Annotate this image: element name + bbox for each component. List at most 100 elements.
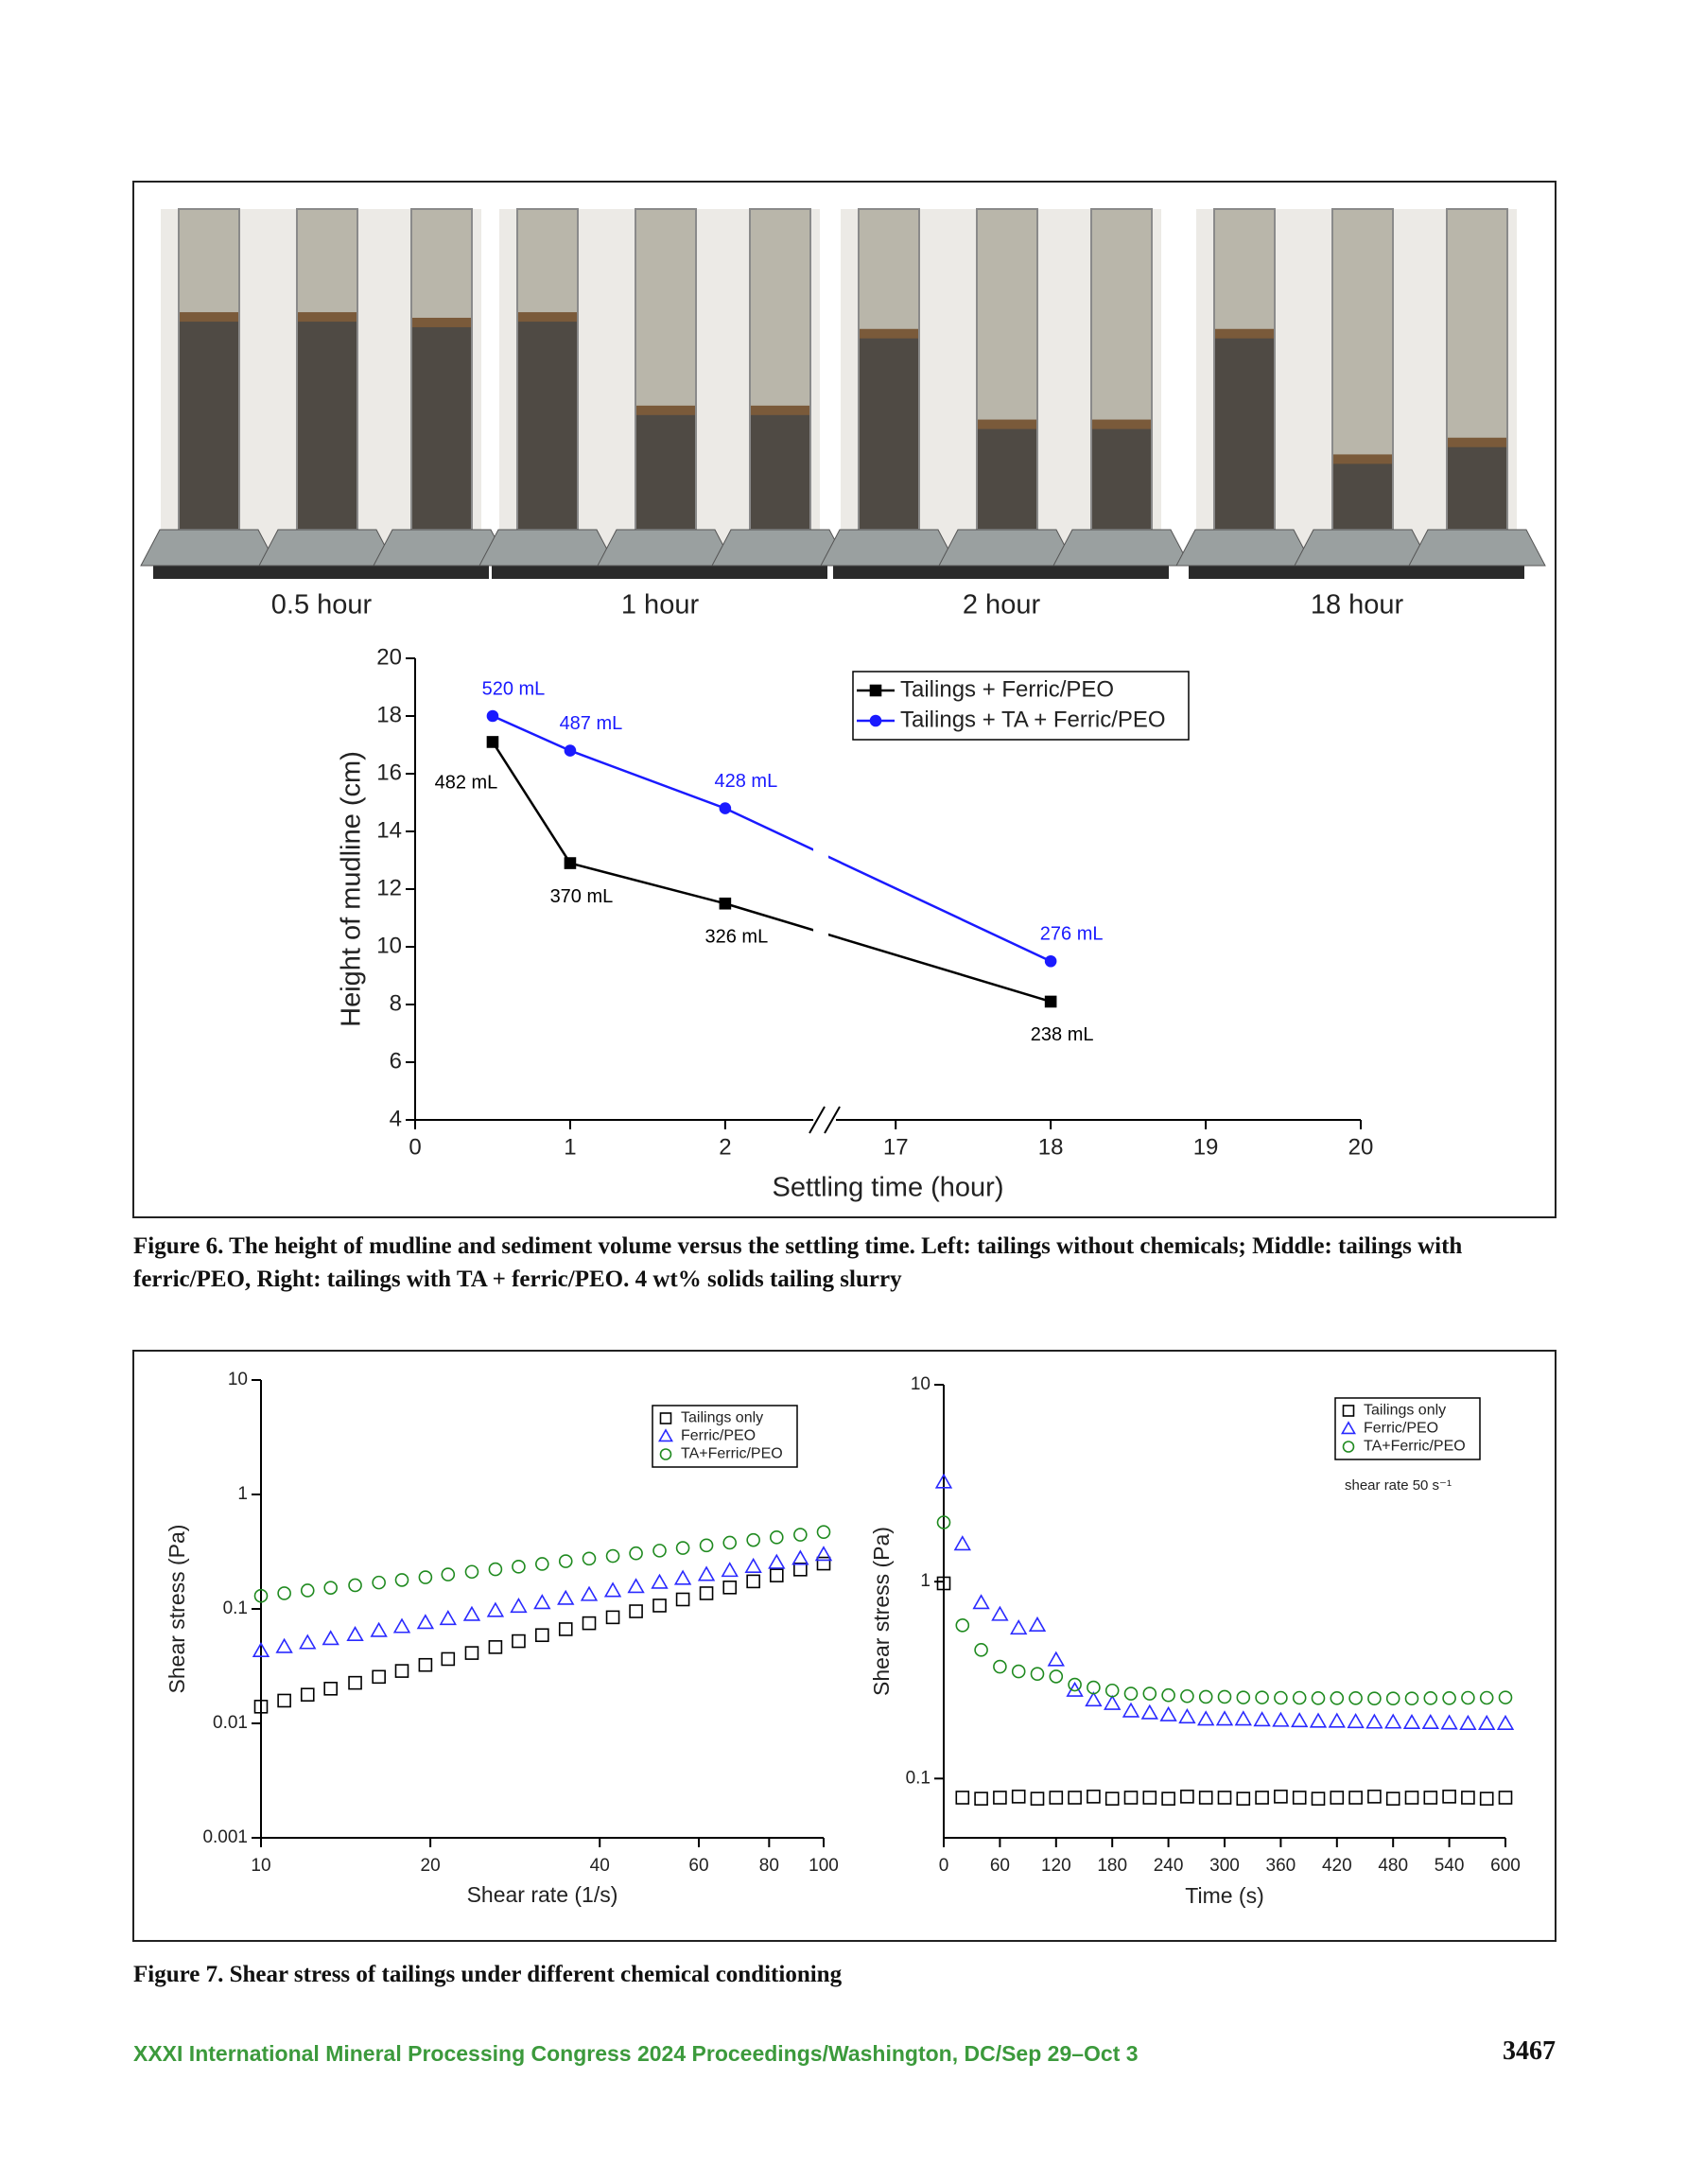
cylinder-mudline <box>517 312 578 323</box>
data-point <box>791 1549 809 1565</box>
x-tick-label: 20 <box>421 1856 441 1876</box>
data-point <box>1030 1791 1045 1806</box>
legend-marker <box>1342 1441 1355 1453</box>
legend-label: Tailings only <box>1364 1403 1446 1419</box>
cylinder-sediment <box>635 411 696 530</box>
data-point <box>488 1640 503 1654</box>
data-point <box>721 1562 739 1578</box>
data-point <box>1385 1791 1400 1806</box>
cylinder-base <box>373 529 511 567</box>
data-point <box>1404 1791 1419 1805</box>
data-point <box>955 1791 970 1805</box>
point-label: 238 mL <box>1031 1024 1094 1045</box>
data-point <box>1011 1790 1026 1804</box>
cylinder-base <box>258 529 396 567</box>
data-point <box>486 736 499 748</box>
cylinder-liquid <box>635 209 696 411</box>
legend-label: Ferric/PEO <box>681 1428 756 1444</box>
data-point <box>348 1675 362 1690</box>
cylinder-mudline <box>1214 328 1275 339</box>
data-point <box>993 1659 1007 1674</box>
data-point <box>953 1535 971 1551</box>
data-point <box>1498 1791 1513 1805</box>
x-tick-label: 300 <box>1209 1856 1240 1876</box>
data-point <box>464 1646 479 1660</box>
data-point <box>1255 1690 1269 1704</box>
y-tick-label: 8 <box>390 990 402 1016</box>
data-point <box>1442 1691 1456 1705</box>
data-point <box>300 1687 315 1702</box>
data-point <box>488 1562 503 1577</box>
data-point <box>1123 1686 1139 1701</box>
data-point <box>936 1515 951 1529</box>
y-axis-label: Shear stress (Pa) <box>869 1527 894 1696</box>
legend-marker <box>869 714 882 727</box>
x-tick-label: 20 <box>1348 1134 1374 1160</box>
data-point <box>746 1532 760 1547</box>
data-point <box>277 1693 291 1708</box>
data-point <box>1459 1714 1477 1730</box>
cylinder-sediment <box>859 334 919 530</box>
data-point <box>464 1564 479 1580</box>
data-point <box>1423 1691 1438 1705</box>
data-point <box>580 1585 599 1601</box>
y-tick-label: 14 <box>376 817 402 843</box>
data-point <box>1384 1713 1402 1729</box>
cylinder-base <box>938 529 1076 567</box>
legend-box <box>852 671 1190 741</box>
data-point <box>816 1525 831 1539</box>
cylinder-base <box>1052 529 1191 567</box>
data-point <box>603 1581 622 1598</box>
data-point <box>1442 1790 1456 1804</box>
data-point <box>1104 1791 1120 1806</box>
data-point <box>1328 1712 1346 1728</box>
data-point <box>993 1791 1007 1805</box>
data-point <box>974 1643 988 1657</box>
photo-bench <box>833 566 1169 579</box>
point-label: 428 mL <box>715 771 778 792</box>
y-tick-label: 10 <box>911 1374 930 1394</box>
cylinder-base <box>478 529 617 567</box>
data-point <box>1159 1705 1177 1721</box>
data-point <box>441 1651 456 1667</box>
y-tick-label: 1 <box>237 1484 248 1504</box>
data-point <box>1367 1790 1382 1804</box>
cylinder-sediment <box>1091 425 1152 530</box>
data-point <box>1498 1690 1513 1704</box>
data-point <box>1087 1790 1101 1804</box>
data-point <box>1028 1616 1047 1632</box>
data-point <box>418 1570 433 1584</box>
cylinder-liquid <box>179 209 239 319</box>
data-point <box>769 1530 784 1545</box>
data-point <box>372 1575 386 1590</box>
data-point <box>1461 1791 1475 1805</box>
x-tick-label: 420 <box>1322 1856 1352 1876</box>
page-number: 3467 <box>1503 2036 1556 2066</box>
data-point <box>1123 1791 1139 1805</box>
y-tick-label: 4 <box>390 1106 402 1131</box>
legend-label: Ferric/PEO <box>1364 1421 1438 1437</box>
data-point <box>1142 1686 1157 1701</box>
data-point <box>1423 1791 1438 1805</box>
y-tick-label: 0.1 <box>906 1768 930 1788</box>
data-point <box>1496 1714 1515 1730</box>
data-point <box>991 1605 1009 1621</box>
legend-marker <box>869 684 882 697</box>
data-point <box>1236 1791 1251 1806</box>
x-tick-label: 2 <box>719 1134 731 1160</box>
data-point <box>699 1586 714 1600</box>
data-point <box>1068 1677 1082 1692</box>
data-point <box>394 1664 409 1678</box>
y-tick-label: 0.1 <box>223 1599 248 1618</box>
data-point <box>1440 1714 1458 1730</box>
cylinder-mudline <box>1447 437 1507 447</box>
series-line <box>491 741 1052 1004</box>
data-point <box>1479 1690 1494 1705</box>
cylinder-liquid <box>750 209 810 411</box>
data-point <box>673 1569 692 1585</box>
data-point <box>582 1616 597 1631</box>
x-tick-label: 40 <box>590 1856 610 1876</box>
data-point <box>1161 1687 1175 1703</box>
legend-label: Tailings + TA + Ferric/PEO <box>900 707 1166 732</box>
x-tick-label: 240 <box>1154 1856 1184 1876</box>
